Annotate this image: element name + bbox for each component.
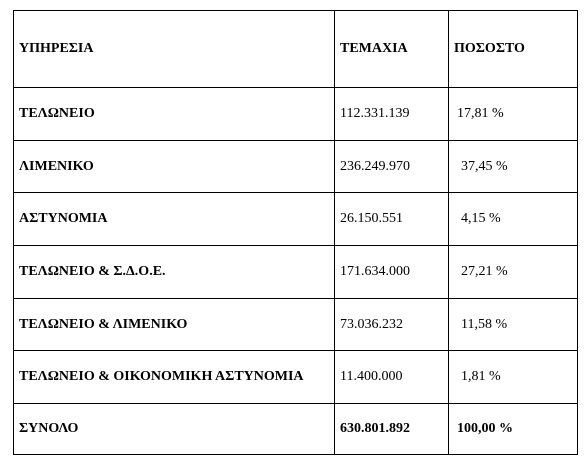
total-service: ΣΥΝΟΛΟ [13,403,335,455]
row-service: ΤΕΛΩΝΕΙΟ & Σ.Δ.Ο.Ε. [13,245,335,299]
header-service: ΥΠΗΡΕΣΙΑ [13,10,335,88]
table-row: ΤΕΛΩΝΕΙΟ & ΛΙΜΕΝΙΚΟ 73.036.232 11,58 % [13,298,578,351]
table-row: ΤΕΛΩΝΕΙΟ & ΟΙΚΟΝΟΜΙΚΗ ΑΣΤΥΝΟΜΙΑ 11.400.0… [13,350,578,404]
row-service: ΤΕΛΩΝΕΙΟ [13,87,335,141]
row-pieces: 73.036.232 [334,298,449,351]
row-pieces: 11.400.000 [334,350,449,404]
row-pieces: 236.249.970 [334,140,449,193]
row-service: ΤΕΛΩΝΕΙΟ & ΛΙΜΕΝΙΚΟ [13,298,335,351]
row-percent: 37,45 % [448,140,578,193]
row-percent: 4,15 % [448,192,578,246]
total-percent: 100,00 % [448,403,578,455]
table-row: ΤΕΛΩΝΕΙΟ & Σ.Δ.Ο.Ε. 171.634.000 27,21 % [13,245,578,299]
table-row: ΤΕΛΩΝΕΙΟ 112.331.139 17,81 % [13,87,578,141]
header-row: ΥΠΗΡΕΣΙΑ ΤΕΜΑΧΙΑ ΠΟΣΟΣΤΟ [13,10,578,88]
header-percent: ΠΟΣΟΣΤΟ [448,10,578,88]
row-service: ΤΕΛΩΝΕΙΟ & ΟΙΚΟΝΟΜΙΚΗ ΑΣΤΥΝΟΜΙΑ [13,350,335,404]
row-percent: 1,81 % [448,350,578,404]
table-row: ΑΣΤΥΝΟΜΙΑ 26.150.551 4,15 % [13,192,578,246]
total-pieces: 630.801.892 [334,403,449,455]
header-pieces: ΤΕΜΑΧΙΑ [334,10,449,88]
row-service: ΑΣΤΥΝΟΜΙΑ [13,192,335,246]
table-row: ΛΙΜΕΝΙΚΟ 236.249.970 37,45 % [13,140,578,193]
row-percent: 11,58 % [448,298,578,351]
row-percent: 27,21 % [448,245,578,299]
total-row: ΣΥΝΟΛΟ 630.801.892 100,00 % [13,403,578,455]
row-percent: 17,81 % [448,87,578,141]
row-pieces: 26.150.551 [334,192,449,246]
row-service: ΛΙΜΕΝΙΚΟ [13,140,335,193]
statistics-table: ΥΠΗΡΕΣΙΑ ΤΕΜΑΧΙΑ ΠΟΣΟΣΤΟ ΤΕΛΩΝΕΙΟ 112.33… [13,10,578,455]
row-pieces: 112.331.139 [334,87,449,141]
row-pieces: 171.634.000 [334,245,449,299]
